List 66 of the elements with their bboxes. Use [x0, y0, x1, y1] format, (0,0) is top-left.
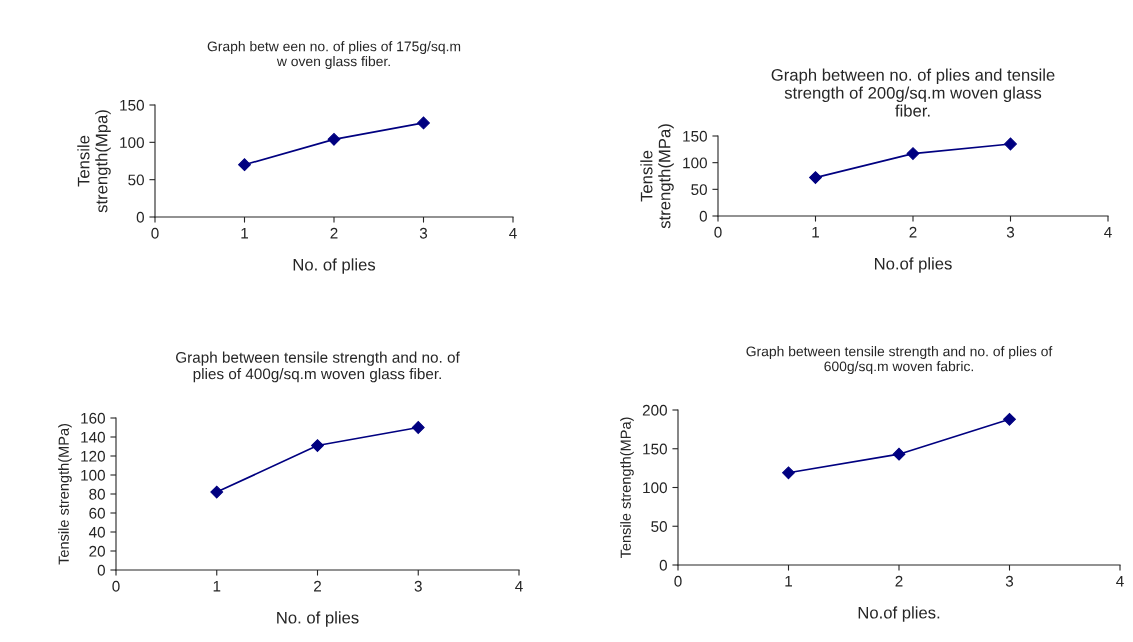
point [809, 171, 822, 185]
x-tick-label: 3 [1006, 226, 1015, 238]
x-tick-label: 0 [714, 226, 722, 238]
y-tick-label: 120 [81, 450, 105, 462]
point [238, 158, 251, 172]
x-tick-label: 1 [812, 226, 819, 238]
point [311, 439, 324, 452]
x-tick-label: 2 [895, 575, 903, 587]
x-tick-label: 0 [151, 227, 159, 239]
x-axis-title: No. of plies [293, 258, 376, 274]
y-tick-label: 80 [89, 488, 105, 500]
x-tick-label: 1 [213, 580, 221, 592]
point [892, 447, 906, 461]
x-tick-label: 0 [112, 580, 120, 592]
y-tick-label: 0 [97, 564, 105, 576]
point [417, 116, 430, 130]
x-tick-label: 1 [241, 227, 248, 239]
x-tick-label: 2 [909, 226, 917, 238]
x-tick-label: 2 [314, 580, 321, 592]
y-tick-label: 200 [642, 404, 667, 416]
x-tick-label: 3 [419, 227, 428, 239]
x-tick-label: 4 [515, 580, 523, 592]
x-tick-label: 2 [330, 227, 338, 239]
point [411, 421, 425, 434]
y-tick-label: 150 [683, 130, 707, 142]
y-axis-title: Tensile strength(MPa) [58, 423, 72, 565]
y-tick-label: 0 [659, 559, 667, 571]
y-tick-label: 60 [89, 507, 105, 519]
y-tick-label: 100 [81, 469, 105, 481]
x-tick-label: 3 [1005, 575, 1014, 587]
point [1003, 412, 1016, 426]
chart-title: Graph between tensile strength and no. of plies of 400g/sq.m woven glass fiber. [176, 351, 460, 383]
point [906, 147, 920, 161]
y-axis-title: Tensile strength(MPa) [620, 417, 634, 559]
x-axis-title: No.of plies. [858, 606, 940, 622]
y-tick-label: 0 [136, 211, 144, 223]
y-tick-label: 40 [88, 526, 105, 538]
y-tick-label: 50 [651, 521, 667, 532]
x-axis-title: No. of plies [277, 611, 359, 627]
y-tick-label: 160 [81, 412, 105, 424]
chart-title: Graph between tensile strength and no. of plies of 600g/sq.m woven fabric. [746, 346, 1053, 374]
y-tick-label: 100 [683, 157, 707, 169]
y-tick-label: 50 [691, 184, 707, 196]
point [210, 485, 224, 499]
y-tick-label: 0 [699, 210, 707, 222]
chart-title: Graph between no. of plies and tensile strength of 200g/sq.m woven glass fiber. [771, 68, 1055, 117]
x-tick-label: 4 [1104, 226, 1112, 238]
y-tick-label: 50 [128, 174, 144, 186]
y-tick-label: 20 [89, 545, 105, 557]
x-axis-title: No.of plies [875, 257, 952, 273]
y-tick-label: 100 [643, 482, 667, 494]
x-tick-label: 3 [414, 580, 422, 592]
x-tick-label: 0 [674, 575, 682, 587]
chart-title: Graph betw een no. of plies of 175g/sq.m w oven glass fiber. [207, 41, 461, 69]
y-tick-label: 100 [120, 137, 144, 149]
y-axis-title: Tensile strength(MPa) [640, 124, 674, 229]
point [327, 132, 341, 146]
x-tick-label: 4 [1116, 575, 1124, 587]
y-axis-title: Tensile strength(Mpa) [77, 110, 111, 213]
point [1004, 137, 1017, 151]
x-tick-label: 4 [509, 227, 517, 239]
y-tick-label: 150 [120, 99, 144, 111]
y-tick-label: 140 [81, 431, 105, 443]
y-tick-label: 150 [643, 443, 667, 455]
point [782, 466, 795, 480]
x-tick-label: 1 [785, 575, 792, 587]
